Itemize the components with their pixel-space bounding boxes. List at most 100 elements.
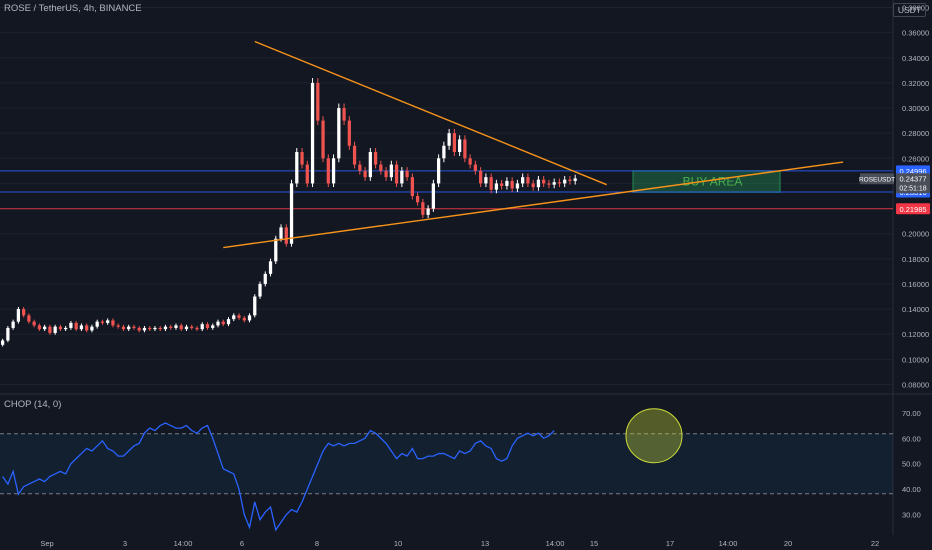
candle-down — [284, 227, 288, 244]
candle-up — [53, 326, 57, 333]
level-price-tag — [896, 203, 930, 215]
symbol-tag-text: ROSEUSDT — [859, 177, 895, 184]
candle-down — [384, 170, 388, 178]
symbol-title[interactable]: ROSE / TetherUS, 4h, BINANCE — [4, 3, 142, 14]
candle-down — [121, 326, 126, 330]
candle-down — [526, 177, 530, 184]
candle-down — [169, 326, 173, 328]
time-tick-label: Sep — [40, 539, 53, 548]
time-tick-label: 15 — [590, 539, 598, 548]
currency-selector[interactable]: USDT — [892, 3, 926, 17]
indicator-legend[interactable]: CHOP (14, 0) — [4, 399, 62, 410]
candle-down — [394, 164, 399, 184]
candle-down — [568, 179, 572, 181]
price-tick-label: 0.16000 — [902, 280, 929, 289]
chop-band-fill — [0, 433, 893, 494]
price-tick-label: 0.12000 — [902, 330, 929, 339]
candle-down — [300, 152, 304, 165]
candle-up — [0, 340, 5, 345]
candle-up — [174, 325, 178, 328]
candle-up — [426, 208, 430, 215]
candle-up — [289, 183, 294, 244]
candle-down — [479, 170, 483, 184]
time-tick-label: 20 — [784, 539, 792, 548]
countdown-text: 02:51:18 — [899, 186, 926, 193]
chop-tick-label: 40.00 — [902, 485, 921, 494]
last-price-tag — [896, 173, 930, 194]
price-tick-label: 0.38000 — [902, 4, 929, 13]
time-tick-label: 6 — [240, 539, 244, 548]
candle-down — [158, 327, 162, 330]
candle-down — [22, 309, 26, 316]
candle-up — [331, 158, 336, 184]
candle-down — [421, 202, 425, 215]
candle-down — [373, 152, 378, 165]
candle-up — [368, 152, 372, 178]
candle-down — [326, 158, 330, 184]
candle-up — [127, 326, 131, 330]
candle-down — [379, 164, 383, 171]
price-tick-label: 0.32000 — [902, 79, 929, 88]
candle-down — [347, 120, 351, 146]
candle-up — [573, 178, 577, 181]
time-tick-label: 17 — [666, 539, 674, 548]
candle-up — [536, 179, 541, 188]
chop-tick-label: 50.00 — [902, 460, 921, 469]
candle-up — [442, 145, 446, 159]
price-tick-label: 0.28000 — [902, 129, 929, 138]
candle-up — [268, 261, 273, 274]
trendline-resistance — [254, 40, 607, 186]
chop-highlight-circle — [625, 408, 683, 464]
candle-up — [142, 327, 147, 331]
time-tick-label: 22 — [871, 539, 879, 548]
candle-down — [405, 170, 409, 178]
candle-up — [216, 321, 220, 326]
candle-up — [16, 309, 21, 322]
candle-up — [43, 326, 47, 330]
candle-up — [247, 315, 252, 321]
time-tick-label: 14:00 — [174, 539, 193, 548]
candle-up — [232, 315, 236, 320]
price-tick-label: 0.34000 — [902, 54, 929, 63]
candle-up — [458, 139, 462, 153]
trendline-support — [223, 161, 844, 249]
candle-down — [358, 164, 362, 171]
time-tick-label: 13 — [481, 539, 489, 548]
candle-up — [515, 183, 520, 189]
candle-down — [321, 120, 325, 159]
candle-up — [226, 319, 231, 325]
candle-down — [410, 177, 414, 196]
candle-down — [305, 164, 309, 184]
candle-down — [342, 108, 346, 121]
candle-up — [106, 320, 110, 323]
candle-down — [221, 321, 225, 325]
candle-up — [400, 170, 404, 184]
candle-up — [11, 321, 15, 328]
price-tick-label: 0.10000 — [902, 355, 929, 364]
candle-up — [447, 133, 451, 146]
candle-up — [153, 327, 157, 330]
candle-down — [468, 158, 472, 165]
candle-up — [163, 326, 168, 330]
price-tick-label: 0.20000 — [902, 230, 929, 239]
candle-up — [69, 322, 73, 328]
candle-up — [274, 238, 278, 262]
candle-up — [6, 327, 10, 341]
price-tick-label: 0.18000 — [902, 255, 929, 264]
candle-down — [100, 321, 105, 323]
chop-tick-label: 70.00 — [902, 409, 921, 418]
price-tick-label: 0.14000 — [902, 305, 929, 314]
candle-down — [352, 145, 357, 165]
candle-down — [557, 182, 562, 184]
candle-up — [279, 227, 283, 239]
candle-down — [415, 196, 420, 203]
candle-down — [116, 325, 120, 327]
last-price-text: 0.24377 — [899, 175, 926, 184]
candle-down — [316, 82, 320, 121]
symbol-tag — [860, 173, 894, 185]
candle-down — [48, 326, 52, 333]
candle-down — [37, 325, 42, 330]
candle-down — [531, 183, 535, 188]
